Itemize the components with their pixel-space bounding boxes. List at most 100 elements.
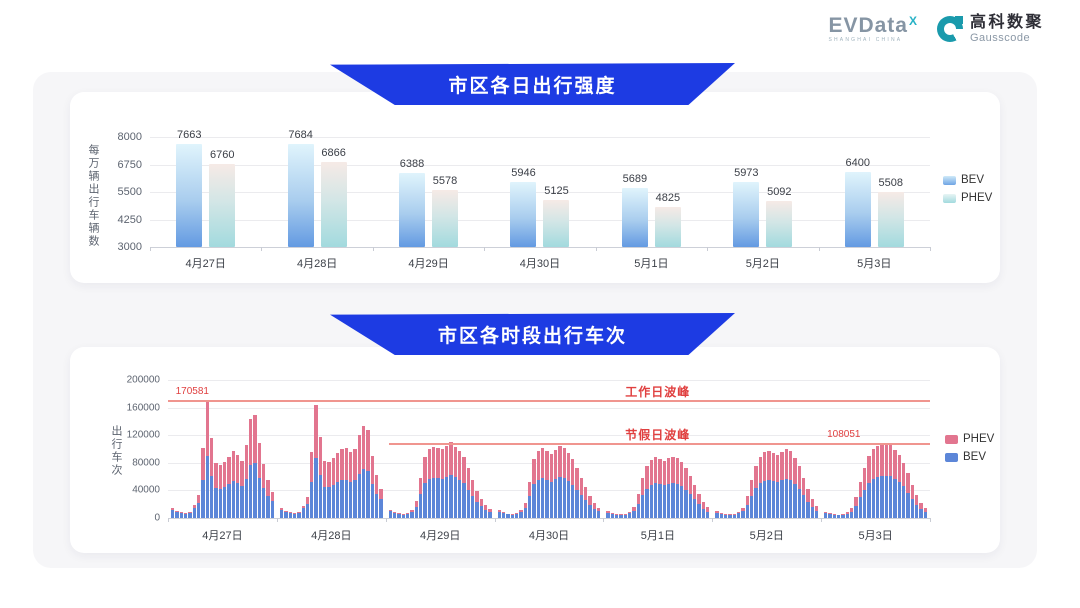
daily-bar-phev[interactable]: 6760 — [209, 149, 236, 247]
hourly-stacked-bar[interactable] — [393, 511, 397, 518]
hourly-stacked-bar[interactable] — [218, 465, 222, 518]
hourly-stacked-bar[interactable] — [331, 458, 336, 518]
hourly-stacked-bar[interactable] — [414, 501, 419, 518]
hourly-stacked-bar[interactable] — [801, 477, 806, 518]
hourly-stacked-bar[interactable] — [353, 449, 357, 518]
hourly-stacked-bar[interactable] — [754, 466, 758, 518]
hourly-stacked-bar[interactable] — [501, 512, 506, 518]
hourly-stacked-bar[interactable] — [318, 437, 323, 518]
hourly-stacked-bar[interactable] — [566, 452, 571, 518]
hourly-stacked-bar[interactable] — [423, 457, 427, 518]
hourly-stacked-bar[interactable] — [171, 508, 175, 518]
hourly-stacked-bar[interactable] — [205, 400, 209, 518]
hourly-stacked-bar[interactable] — [841, 513, 845, 518]
hourly-stacked-bar[interactable] — [427, 449, 431, 518]
hourly-stacked-bar[interactable] — [536, 450, 540, 518]
hourly-stacked-bar[interactable] — [327, 462, 331, 518]
hourly-stacked-bar[interactable] — [297, 511, 301, 518]
hourly-stacked-bar[interactable] — [641, 478, 645, 518]
hourly-stacked-bar[interactable] — [667, 458, 671, 518]
hourly-stacked-bar[interactable] — [775, 455, 780, 518]
daily-bar-bev[interactable]: 5973 — [733, 167, 760, 247]
hourly-stacked-bar[interactable] — [758, 457, 762, 518]
hourly-stacked-bar[interactable] — [497, 510, 501, 518]
hourly-stacked-bar[interactable] — [597, 507, 601, 518]
hourly-stacked-bar[interactable] — [923, 508, 928, 518]
daily-bar-bev[interactable]: 5689 — [621, 173, 648, 247]
hourly-stacked-bar[interactable] — [388, 509, 393, 518]
hourly-stacked-bar[interactable] — [214, 462, 218, 518]
hourly-stacked-bar[interactable] — [884, 443, 889, 518]
hourly-stacked-bar[interactable] — [705, 507, 710, 518]
hourly-stacked-bar[interactable] — [619, 514, 623, 518]
hourly-stacked-bar[interactable] — [419, 478, 423, 518]
hourly-stacked-bar[interactable] — [889, 445, 893, 518]
hourly-stacked-bar[interactable] — [514, 513, 519, 518]
hourly-stacked-bar[interactable] — [906, 473, 910, 518]
hourly-stacked-bar[interactable] — [519, 510, 523, 518]
hourly-stacked-bar[interactable] — [871, 449, 876, 518]
daily-bar-phev[interactable]: 6866 — [320, 147, 347, 247]
hourly-stacked-bar[interactable] — [449, 442, 453, 518]
hourly-stacked-bar[interactable] — [745, 496, 749, 518]
daily-bar-bev[interactable]: 6388 — [399, 158, 426, 247]
hourly-stacked-bar[interactable] — [732, 513, 736, 518]
hourly-stacked-bar[interactable] — [483, 505, 488, 518]
hourly-stacked-bar[interactable] — [671, 456, 675, 518]
hourly-stacked-bar[interactable] — [845, 512, 850, 518]
hourly-stacked-bar[interactable] — [310, 452, 314, 518]
hourly-stacked-bar[interactable] — [728, 514, 732, 518]
hourly-stacked-bar[interactable] — [209, 437, 214, 518]
hourly-stacked-bar[interactable] — [410, 509, 414, 518]
hourly-stacked-bar[interactable] — [362, 426, 366, 518]
hourly-stacked-bar[interactable] — [562, 447, 566, 518]
hourly-stacked-bar[interactable] — [532, 459, 536, 518]
hourly-stacked-bar[interactable] — [771, 453, 775, 518]
legend-item-bev[interactable]: BEV — [945, 451, 994, 463]
daily-bar-bev[interactable]: 6400 — [844, 157, 871, 247]
hourly-stacked-bar[interactable] — [762, 452, 767, 518]
hourly-stacked-bar[interactable] — [366, 429, 370, 518]
hourly-stacked-bar[interactable] — [645, 466, 649, 518]
hourly-stacked-bar[interactable] — [466, 468, 470, 518]
hourly-stacked-bar[interactable] — [553, 449, 558, 518]
hourly-stacked-bar[interactable] — [824, 511, 828, 518]
hourly-stacked-bar[interactable] — [453, 446, 457, 518]
hourly-stacked-bar[interactable] — [606, 511, 610, 518]
hourly-stacked-bar[interactable] — [558, 446, 562, 518]
hourly-stacked-bar[interactable] — [462, 457, 466, 518]
hourly-stacked-bar[interactable] — [540, 447, 545, 518]
hourly-stacked-bar[interactable] — [488, 508, 492, 518]
hourly-stacked-bar[interactable] — [632, 507, 636, 518]
hourly-stacked-bar[interactable] — [797, 466, 801, 518]
legend-item-phev[interactable]: PHEV — [945, 433, 994, 445]
hourly-stacked-bar[interactable] — [806, 489, 810, 518]
hourly-stacked-bar[interactable] — [588, 496, 592, 518]
hourly-stacked-bar[interactable] — [192, 505, 196, 518]
hourly-stacked-bar[interactable] — [279, 507, 284, 518]
hourly-stacked-bar[interactable] — [336, 452, 340, 518]
hourly-stacked-bar[interactable] — [701, 501, 705, 518]
hourly-stacked-bar[interactable] — [183, 513, 188, 518]
hourly-stacked-bar[interactable] — [579, 478, 584, 518]
hourly-stacked-bar[interactable] — [305, 497, 310, 518]
hourly-stacked-bar[interactable] — [179, 512, 183, 518]
hourly-stacked-bar[interactable] — [240, 460, 244, 518]
hourly-stacked-bar[interactable] — [897, 454, 902, 518]
hourly-stacked-bar[interactable] — [814, 505, 819, 518]
hourly-stacked-bar[interactable] — [288, 512, 292, 518]
hourly-stacked-bar[interactable] — [284, 510, 288, 518]
hourly-stacked-bar[interactable] — [858, 482, 863, 518]
hourly-stacked-bar[interactable] — [261, 463, 266, 518]
hourly-stacked-bar[interactable] — [680, 461, 684, 518]
legend-item-bev[interactable]: BEV — [943, 174, 992, 186]
hourly-stacked-bar[interactable] — [784, 449, 788, 518]
hourly-stacked-bar[interactable] — [231, 451, 235, 518]
hourly-stacked-bar[interactable] — [406, 513, 410, 518]
hourly-stacked-bar[interactable] — [623, 513, 628, 518]
hourly-stacked-bar[interactable] — [475, 490, 479, 518]
hourly-stacked-bar[interactable] — [780, 451, 784, 518]
hourly-stacked-bar[interactable] — [654, 457, 658, 518]
hourly-stacked-bar[interactable] — [880, 444, 884, 518]
hourly-stacked-bar[interactable] — [810, 498, 814, 518]
